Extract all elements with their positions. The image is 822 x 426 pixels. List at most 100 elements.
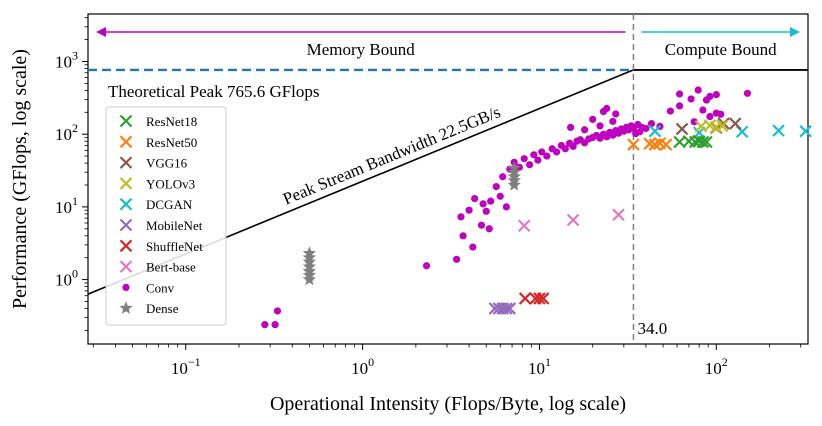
data-point-conv	[465, 206, 473, 214]
legend-item-conv: Conv	[122, 280, 175, 295]
x-stroke	[675, 122, 689, 136]
x-stroke	[119, 260, 133, 273]
series-shufflenet	[518, 292, 550, 305]
data-point-mobilenet	[500, 302, 513, 315]
data-point-conv	[589, 115, 597, 123]
data-point-conv	[569, 142, 577, 150]
data-point-conv	[530, 151, 538, 159]
data-point-resnet18	[696, 135, 710, 149]
data-point-conv	[477, 221, 486, 229]
legend-marker	[119, 114, 133, 128]
data-point-vgg16	[728, 117, 742, 130]
data-point-shufflenet	[533, 292, 546, 305]
y-tick-label: 103	[55, 48, 78, 71]
data-point-conv	[261, 321, 269, 329]
series-resnet18	[673, 134, 713, 149]
data-point-shufflenet	[536, 292, 550, 305]
data-point-dense	[302, 272, 317, 286]
x-stroke	[533, 292, 546, 305]
data-point-yolov3	[715, 119, 729, 133]
x-stroke	[517, 219, 531, 233]
data-point-dcgan	[772, 124, 785, 137]
series-bert-base	[517, 208, 625, 233]
data-point-conv	[706, 112, 714, 121]
x-stroke	[653, 136, 667, 150]
x-tick-label: 10−1	[171, 355, 201, 378]
x-axis-title: Operational Intensity (Flops/Byte, log s…	[270, 393, 626, 415]
x-stroke	[772, 124, 785, 137]
data-point-conv	[538, 148, 546, 156]
legend-label: Dense	[146, 301, 179, 316]
x-stroke	[694, 120, 708, 133]
compute-bound-label: Compute Bound	[665, 40, 777, 59]
legend-marker	[119, 239, 133, 253]
data-point-dense	[302, 250, 317, 264]
legend-marker	[119, 260, 133, 273]
x-stroke	[735, 125, 749, 139]
legend-item-dense: Dense	[119, 301, 179, 316]
data-point-conv	[609, 117, 617, 125]
x-stroke	[728, 117, 742, 130]
x-stroke	[696, 135, 710, 149]
x-tick-label: 102	[705, 355, 728, 378]
legend-marker	[119, 156, 133, 169]
x-stroke	[643, 137, 656, 150]
data-point-conv	[690, 118, 698, 126]
data-point-bert-base	[612, 208, 625, 222]
data-point-conv	[520, 155, 528, 163]
legend-label: ShuffleNet	[146, 239, 203, 254]
data-point-dense	[302, 246, 317, 259]
data-point-conv	[596, 122, 604, 130]
legend-item-bert-base: Bert-base	[119, 260, 196, 275]
data-point-conv	[471, 195, 479, 203]
data-point-conv	[271, 321, 279, 329]
x-stroke	[119, 197, 133, 211]
data-point-conv	[717, 110, 725, 118]
series-conv	[261, 86, 752, 329]
x-stroke	[612, 208, 625, 222]
data-point-conv	[543, 152, 551, 160]
legend-item-shufflenet: ShuffleNet	[119, 239, 203, 254]
data-point-dense	[302, 259, 317, 273]
data-point-conv	[561, 145, 569, 153]
data-point-conv	[642, 124, 650, 133]
bandwidth-label: Peak Stream Bandwidth 22.5GB/s	[280, 102, 503, 208]
legend-label: MobileNet	[146, 218, 203, 233]
data-point-mobilenet	[503, 302, 517, 315]
data-point-conv	[647, 119, 656, 128]
data-point-dcgan	[799, 124, 812, 138]
data-point-conv	[482, 207, 490, 215]
data-point-conv	[487, 197, 495, 205]
data-point-conv	[422, 262, 431, 270]
data-point-conv	[675, 102, 684, 110]
peak-label: Theoretical Peak 765.6 GFlops	[108, 82, 320, 101]
data-point-dense	[302, 254, 317, 268]
x-stroke	[119, 114, 133, 128]
legend-label: ResNet18	[146, 114, 197, 129]
legend-item-resnet50: ResNet50	[119, 135, 197, 150]
data-point-conv	[515, 163, 523, 171]
memory-bound-arrowhead	[96, 27, 106, 37]
legend-label: VGG16	[146, 156, 188, 171]
data-point-conv	[499, 173, 507, 181]
legend-item-yolov3: YOLOv3	[119, 176, 195, 191]
x-stroke	[536, 292, 550, 305]
legend-marker	[119, 135, 133, 149]
x-stroke	[682, 134, 696, 148]
data-point-conv	[453, 255, 461, 263]
x-stroke	[500, 302, 513, 315]
x-stroke	[673, 135, 686, 149]
axis-ticks: 10−1 100 101 102 100 101 102 103	[55, 17, 802, 378]
legend-label: ResNet50	[146, 135, 197, 150]
data-point-shufflenet	[518, 292, 532, 305]
y-tick-label: 100	[55, 267, 78, 290]
data-point-dense	[302, 268, 317, 281]
data-point-conv	[479, 200, 487, 208]
legend-item-vgg16: VGG16	[119, 156, 188, 171]
legend-marker	[122, 283, 130, 291]
x-tick-label: 101	[528, 355, 551, 378]
data-point-conv	[566, 123, 575, 131]
y-tick-label: 101	[55, 194, 78, 217]
series-resnet50	[627, 136, 673, 151]
x-stroke	[627, 138, 640, 151]
